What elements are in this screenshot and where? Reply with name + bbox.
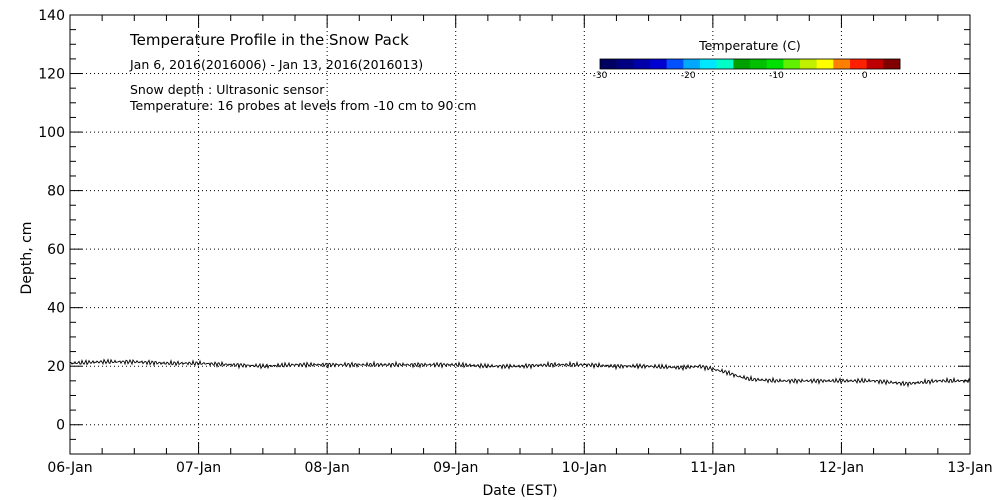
colorbar-swatch bbox=[633, 59, 651, 69]
colorbar-swatch bbox=[783, 59, 801, 69]
y-tick-label: 140 bbox=[38, 8, 65, 24]
x-tick-label: 13-Jan bbox=[947, 460, 992, 476]
x-tick-label: 11-Jan bbox=[690, 460, 735, 476]
chart-date-range: Jan 6, 2016(2016006) - Jan 13, 2016(2016… bbox=[129, 57, 423, 72]
colorbar-ticks: -30 -20 -10 0 bbox=[593, 71, 868, 81]
colorbar-tick-label: 0 bbox=[862, 71, 868, 81]
colorbar-swatch bbox=[616, 59, 634, 69]
x-tick-label: 12-Jan bbox=[819, 460, 864, 476]
x-axis-label: Date (EST) bbox=[482, 483, 557, 499]
x-tick-label: 06-Jan bbox=[47, 460, 92, 476]
colorbar-tick-label: -10 bbox=[769, 71, 784, 81]
colorbar-swatch bbox=[600, 59, 617, 69]
colorbar-swatch bbox=[766, 59, 784, 69]
y-tick-label: 60 bbox=[47, 242, 65, 258]
colorbar-swatch bbox=[650, 59, 667, 69]
x-tick-label: 10-Jan bbox=[562, 460, 607, 476]
colorbar-swatch bbox=[716, 59, 734, 69]
grid-lines bbox=[70, 15, 970, 454]
colorbar-tick-label: -20 bbox=[681, 71, 696, 81]
y-tick-label: 0 bbox=[56, 418, 65, 434]
colorbar-swatches bbox=[599, 58, 901, 70]
colorbar-tick-label: -30 bbox=[593, 71, 608, 81]
axis-ticks bbox=[69, 14, 971, 455]
y-tick-label: 120 bbox=[38, 67, 65, 83]
x-tick-label: 07-Jan bbox=[176, 460, 221, 476]
y-tick-labels: 0 20 40 60 80 100 120 140 bbox=[38, 8, 65, 434]
x-tick-label: 08-Jan bbox=[305, 460, 350, 476]
info-snow-depth: Snow depth : Ultrasonic sensor bbox=[130, 82, 325, 97]
info-temperature-probes: Temperature: 16 probes at levels from -1… bbox=[129, 98, 476, 113]
colorbar-swatch bbox=[750, 59, 767, 69]
colorbar-frame bbox=[599, 58, 901, 70]
y-tick-label: 20 bbox=[47, 359, 65, 375]
colorbar: Temperature (C) -30 -20 -10 0 bbox=[593, 38, 901, 81]
chart-title: Temperature Profile in the Snow Pack bbox=[129, 31, 409, 49]
colorbar-swatch bbox=[816, 59, 834, 69]
snow-depth-line bbox=[70, 358, 971, 388]
colorbar-swatch bbox=[733, 59, 751, 69]
y-tick-label: 80 bbox=[47, 184, 65, 200]
x-tick-labels: 06-Jan 07-Jan 08-Jan 09-Jan 10-Jan 11-Jan 12-J… bbox=[47, 460, 992, 476]
plot-frame bbox=[69, 14, 971, 455]
colorbar-swatch bbox=[883, 59, 901, 69]
y-tick-label: 40 bbox=[47, 301, 65, 317]
x-tick-label: 09-Jan bbox=[433, 460, 478, 476]
colorbar-swatch bbox=[833, 59, 851, 69]
colorbar-swatch bbox=[683, 59, 701, 69]
colorbar-swatch bbox=[700, 59, 717, 69]
colorbar-swatch bbox=[666, 59, 684, 69]
colorbar-title: Temperature (C) bbox=[698, 38, 801, 53]
y-tick-label: 100 bbox=[38, 125, 65, 141]
y-axis-label: Depth, cm bbox=[19, 222, 35, 295]
series-layer bbox=[70, 358, 971, 388]
colorbar-swatch bbox=[800, 59, 817, 69]
colorbar-swatch bbox=[850, 59, 867, 69]
colorbar-swatch bbox=[866, 59, 884, 69]
